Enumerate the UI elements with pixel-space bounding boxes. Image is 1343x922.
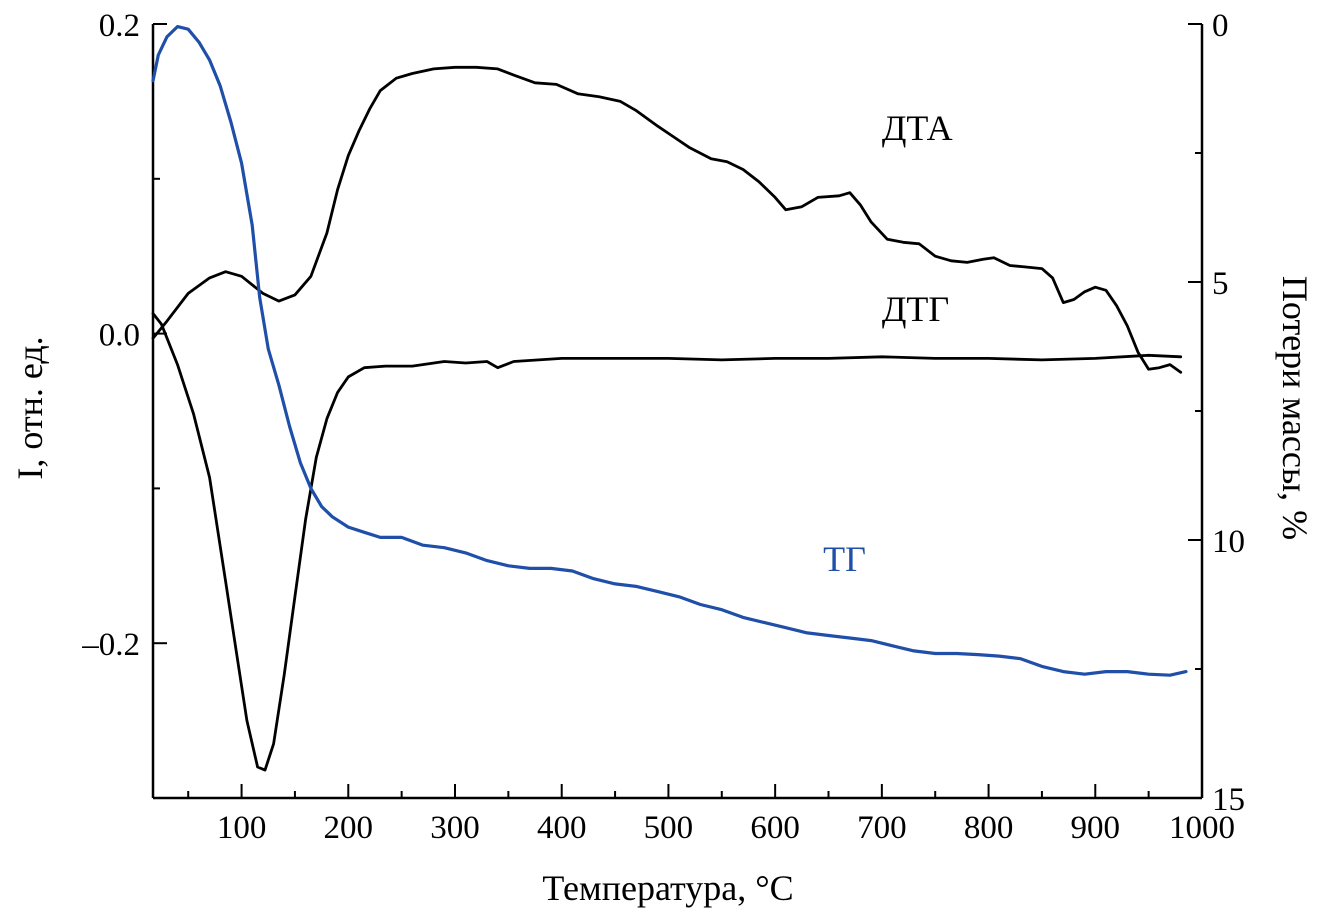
series-line-tg [151, 25, 1188, 677]
series-label-dta: ДТА [882, 108, 953, 148]
y-left-tick-label: 0.2 [99, 8, 140, 44]
y-right-tick-label: 0 [1212, 8, 1229, 44]
y-right-tick-label: 5 [1212, 266, 1229, 302]
x-tick-label: 800 [964, 810, 1014, 846]
series-label-dtg: ДТГ [882, 289, 949, 329]
x-tick-label: 700 [857, 810, 907, 846]
series-line-dta [151, 65, 1183, 374]
y-right-tick-label: 10 [1212, 524, 1245, 560]
x-tick-label: 200 [324, 810, 374, 846]
series-line-dtg [151, 312, 1183, 772]
x-tick-label: 500 [644, 810, 694, 846]
axes [151, 23, 1204, 800]
y-left-tick-label: –0.2 [81, 627, 140, 663]
tick-labels: 100 200 300 400 500 600 700 800 900 10000.20.0–0.… [81, 8, 1245, 846]
x-tick-label: 1000 [1169, 810, 1235, 846]
x-axis-title: Температура, °C [542, 868, 793, 908]
x-tick-label: 100 [217, 810, 267, 846]
x-tick-label: 400 [537, 810, 587, 846]
y-right-axis-title: Потери массы, % [1275, 276, 1315, 540]
x-tick-label: 900 [1071, 810, 1121, 846]
y-right-tick-label: 15 [1212, 782, 1245, 818]
x-tick-label: 300 [430, 810, 480, 846]
x-tick-label: 600 [750, 810, 800, 846]
series-label-tg: ТГ [823, 539, 866, 579]
y-left-tick-label: 0.0 [99, 318, 140, 354]
series-group [151, 25, 1188, 772]
y-left-axis-title: I, отн. ед. [10, 336, 50, 479]
